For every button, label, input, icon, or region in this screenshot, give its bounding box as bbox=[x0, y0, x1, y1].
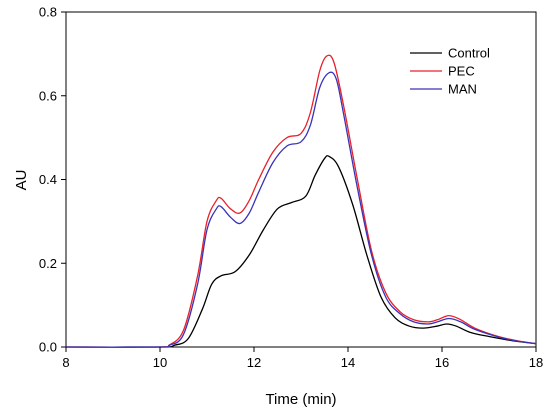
y-tick-label: 0.6 bbox=[39, 88, 57, 103]
y-tick-label: 0.2 bbox=[39, 256, 57, 271]
x-tick-label: 10 bbox=[153, 355, 167, 370]
x-tick-label: 18 bbox=[529, 355, 543, 370]
x-axis: 8 10 12 14 16 18 bbox=[62, 347, 543, 370]
series-line-control bbox=[65, 155, 537, 348]
series-layer bbox=[65, 54, 537, 348]
x-tick-label: 12 bbox=[247, 355, 261, 370]
legend-label-pec: PEC bbox=[448, 64, 475, 79]
legend-label-control: Control bbox=[448, 46, 490, 61]
series-line-man bbox=[65, 71, 537, 348]
series-line-pec bbox=[65, 54, 537, 348]
y-tick-label: 0.8 bbox=[39, 5, 57, 20]
y-tick-label: 0.0 bbox=[39, 340, 57, 355]
y-axis: 0.0 0.2 0.4 0.6 0.8 bbox=[39, 5, 66, 355]
x-tick-label: 16 bbox=[435, 355, 449, 370]
x-tick-label: 8 bbox=[62, 355, 69, 370]
plot-area-frame bbox=[65, 11, 537, 348]
x-tick-label: 14 bbox=[341, 355, 355, 370]
y-tick-label: 0.4 bbox=[39, 172, 57, 187]
legend-label-man: MAN bbox=[448, 82, 477, 97]
x-axis-title: Time (min) bbox=[265, 391, 336, 408]
y-axis-title: AU bbox=[13, 170, 30, 191]
legend: Control PEC MAN bbox=[410, 46, 490, 97]
